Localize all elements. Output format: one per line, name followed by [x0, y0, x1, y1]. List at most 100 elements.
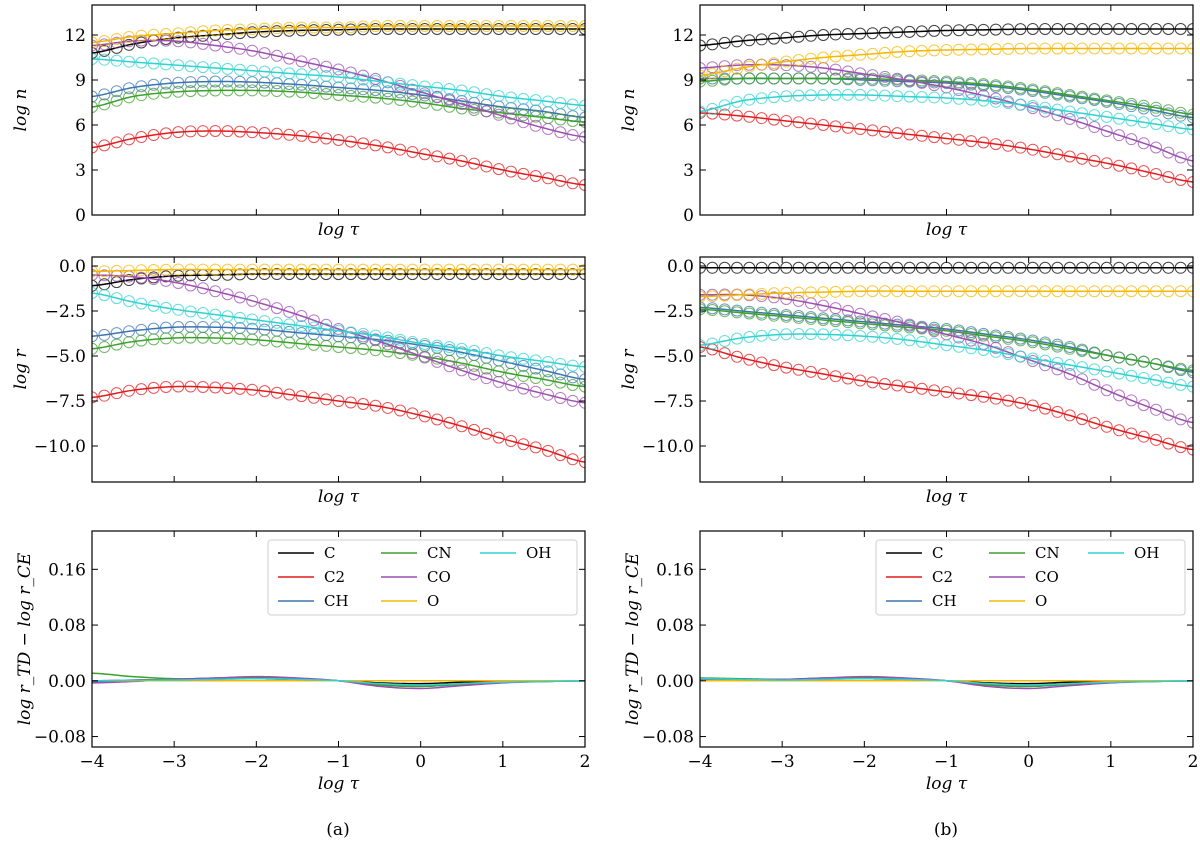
- data-point-C2: [718, 347, 731, 360]
- data-point-CO: [98, 269, 111, 282]
- data-point-C2: [891, 379, 904, 392]
- data-point-OH: [878, 89, 891, 102]
- data-point-C2: [394, 143, 407, 156]
- data-point-CN: [110, 94, 123, 107]
- data-point-C2: [209, 125, 222, 137]
- data-point-OH: [780, 328, 793, 341]
- data-point-OH: [554, 97, 567, 110]
- data-point-OH: [147, 299, 160, 312]
- data-point-C: [730, 35, 743, 48]
- data-point-CH: [394, 86, 407, 99]
- data-point-O: [854, 285, 867, 298]
- data-point-C: [98, 44, 111, 57]
- data-point-CO: [431, 355, 444, 368]
- data-point-C: [357, 23, 370, 36]
- data-point-CO: [1174, 413, 1187, 426]
- data-point-OH: [406, 336, 419, 349]
- data-point-C2: [952, 133, 965, 146]
- data-point-C2: [743, 110, 756, 123]
- data-point-O: [135, 264, 148, 277]
- data-point-CN: [431, 98, 444, 111]
- data-point-CN: [718, 73, 731, 86]
- data-point-CN: [92, 342, 98, 355]
- data-point-OH: [246, 313, 259, 326]
- data-point-CN: [780, 310, 793, 323]
- series-line-OH: [700, 677, 1193, 686]
- data-point-OH: [792, 89, 805, 102]
- data-point-CO: [1051, 363, 1064, 376]
- data-point-O: [492, 263, 505, 276]
- data-point-OH: [110, 54, 123, 67]
- data-point-CO: [928, 325, 941, 338]
- data-point-OH: [1174, 378, 1187, 391]
- x-axis-label: log τ: [318, 774, 360, 794]
- data-point-CN: [246, 333, 259, 346]
- data-point-OH: [977, 94, 990, 107]
- data-point-CN: [542, 374, 555, 387]
- data-point-OH: [1187, 380, 1193, 393]
- data-point-CN: [1162, 360, 1175, 373]
- data-point-OH: [1187, 123, 1193, 136]
- data-point-C2: [320, 393, 333, 406]
- data-point-CO: [554, 126, 567, 139]
- data-point-CO: [1063, 368, 1076, 380]
- data-point-CN: [1014, 81, 1027, 94]
- series-markers-O: [700, 42, 1193, 82]
- data-point-CO: [92, 39, 98, 52]
- data-point-O: [406, 263, 419, 276]
- data-point-CO: [517, 116, 530, 129]
- data-point-O: [977, 285, 990, 298]
- data-point-OH: [159, 58, 172, 71]
- data-point-C: [1137, 261, 1150, 274]
- data-point-C: [1125, 261, 1138, 274]
- data-point-C: [320, 268, 333, 281]
- data-point-O: [780, 55, 793, 68]
- data-point-OH: [135, 56, 148, 69]
- data-point-O: [854, 48, 867, 61]
- data-point-OH: [184, 60, 197, 73]
- data-point-C2: [92, 141, 98, 154]
- data-point-O: [307, 21, 320, 34]
- data-point-CN: [307, 338, 320, 351]
- data-point-O: [1088, 285, 1101, 298]
- data-point-C: [817, 261, 830, 274]
- data-point-OH: [952, 340, 965, 353]
- data-point-CN: [344, 342, 357, 355]
- data-point-C2: [903, 381, 916, 394]
- data-point-C: [1088, 261, 1101, 274]
- y-tick-label: 0.08: [656, 616, 694, 636]
- data-point-O: [718, 65, 731, 78]
- data-point-C2: [804, 117, 817, 130]
- data-point-C2: [529, 170, 542, 183]
- data-point-O: [1150, 285, 1163, 298]
- data-point-CO: [1113, 129, 1126, 142]
- series-markers-C2: [92, 125, 585, 191]
- data-point-OH: [418, 80, 431, 93]
- data-point-C: [443, 23, 456, 35]
- chart-panel-b3: −4 −3 −2 −1 0 1 2 −0.08 0.00 0.08 0.16 log τ log r_T…: [623, 530, 1198, 794]
- data-point-CO: [542, 123, 555, 136]
- y-tick-label: 0: [683, 206, 694, 226]
- data-point-C: [431, 23, 444, 35]
- legend-label: CN: [427, 544, 452, 562]
- data-point-O: [554, 20, 567, 32]
- data-point-O: [915, 285, 928, 298]
- data-point-C: [1100, 23, 1113, 35]
- data-point-O: [1174, 285, 1187, 298]
- data-point-C: [866, 261, 879, 274]
- data-point-O: [977, 43, 990, 56]
- data-point-OH: [829, 88, 842, 101]
- data-point-C: [357, 268, 370, 281]
- data-point-C2: [369, 139, 382, 152]
- data-point-C2: [989, 138, 1002, 151]
- data-point-C: [854, 27, 867, 40]
- data-point-OH: [92, 53, 98, 65]
- data-point-O: [915, 44, 928, 57]
- data-point-CO: [505, 379, 518, 392]
- data-point-C: [517, 268, 530, 281]
- data-point-OH: [295, 68, 308, 81]
- data-point-OH: [344, 72, 357, 85]
- data-point-CN: [780, 72, 793, 85]
- data-point-C: [258, 25, 271, 38]
- data-point-C: [418, 268, 431, 281]
